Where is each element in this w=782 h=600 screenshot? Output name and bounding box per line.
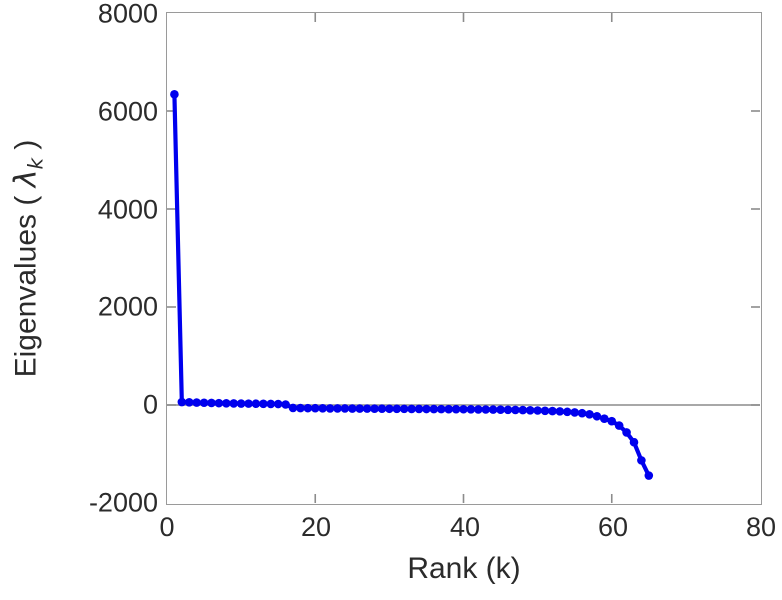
data-point: [548, 406, 557, 416]
y-axis-label: Eigenvalues ( λk ): [9, 139, 48, 377]
data-point: [333, 404, 342, 413]
data-point: [236, 399, 246, 408]
data-point: [310, 403, 320, 413]
y-tick-label-8000: 8000: [97, 0, 158, 29]
data-point: [436, 404, 446, 414]
y-tick-label-6000: 6000: [97, 96, 158, 127]
data-point: [177, 397, 187, 407]
data-point: [422, 404, 431, 414]
data-point: [562, 407, 572, 417]
data-point: [407, 404, 416, 414]
data-point: [488, 405, 498, 414]
data-point: [451, 404, 461, 414]
data-point: [533, 406, 542, 415]
data-point: [303, 403, 313, 413]
data-point: [318, 404, 327, 413]
data-point: [281, 400, 290, 409]
data-point: [392, 404, 402, 414]
data-point: [622, 428, 631, 437]
data-point: [340, 404, 350, 413]
data-point: [592, 411, 602, 421]
y-tick-label-0: 0: [142, 389, 158, 420]
data-point: [244, 399, 253, 408]
data-point: [607, 416, 617, 426]
data-point: [459, 404, 468, 414]
plot-canvas: [167, 13, 760, 503]
data-point: [614, 421, 624, 430]
x-tick-label-20: 20: [300, 512, 332, 542]
data-point: [518, 405, 528, 415]
data-point: [355, 404, 365, 413]
data-point: [377, 404, 387, 414]
data-point: [251, 399, 261, 409]
y-tick-label-n2000: -2000: [88, 487, 158, 518]
data-point: [385, 404, 394, 414]
eigenvalue-markers-group: [170, 90, 654, 480]
data-point: [414, 404, 424, 414]
data-point: [296, 403, 305, 413]
data-point: [214, 398, 224, 408]
data-point: [481, 405, 491, 414]
data-point: [585, 410, 594, 419]
lambda-subscript: k: [23, 157, 48, 170]
data-point: [511, 405, 520, 415]
data-point: [525, 405, 535, 415]
data-point: [325, 404, 335, 413]
data-point: [199, 398, 209, 408]
data-point: [348, 404, 357, 413]
tick-marks-group: [167, 13, 760, 503]
data-point: [466, 405, 476, 414]
y-tick-label-group: 8000 6000 4000 2000 0 -2000: [46, 0, 158, 600]
data-point: [555, 407, 565, 416]
data-point: [474, 405, 483, 414]
data-point: [184, 398, 194, 407]
data-point: [273, 399, 283, 409]
lambda-symbol: λ: [8, 169, 44, 187]
data-point: [637, 456, 646, 465]
x-tick-label-group: 0 20 40 60 80: [0, 512, 782, 552]
data-point: [259, 399, 268, 409]
data-point: [222, 398, 231, 408]
data-point: [444, 404, 453, 414]
eigenvalue-line: [172, 92, 651, 478]
data-point: [429, 404, 439, 414]
y-tick-label-4000: 4000: [97, 194, 158, 225]
data-point: [644, 471, 654, 480]
data-point: [540, 406, 550, 416]
data-point: [170, 90, 179, 99]
data-point: [288, 403, 298, 413]
data-point: [577, 408, 587, 418]
data-point: [496, 405, 505, 415]
data-point: [229, 399, 239, 408]
data-point: [570, 408, 579, 417]
x-axis-label: Rank (k): [407, 552, 521, 585]
data-point: [362, 404, 372, 413]
y-axis-label-prefix: Eigenvalues (: [9, 186, 43, 377]
data-point: [399, 404, 409, 414]
x-tick-label-0: 0: [159, 512, 175, 542]
data-point: [370, 404, 379, 413]
data-point: [503, 405, 513, 415]
data-point: [207, 398, 216, 408]
x-tick-label-40: 40: [449, 512, 481, 542]
y-axis-label-suffix: ): [9, 139, 43, 158]
plot-area: [166, 12, 762, 505]
x-tick-label-80: 80: [745, 512, 777, 542]
data-point: [629, 437, 639, 447]
x-tick-label-60: 60: [597, 512, 629, 542]
data-point: [266, 399, 276, 409]
y-tick-label-2000: 2000: [97, 291, 158, 322]
data-point: [192, 398, 201, 407]
data-point: [600, 414, 609, 424]
